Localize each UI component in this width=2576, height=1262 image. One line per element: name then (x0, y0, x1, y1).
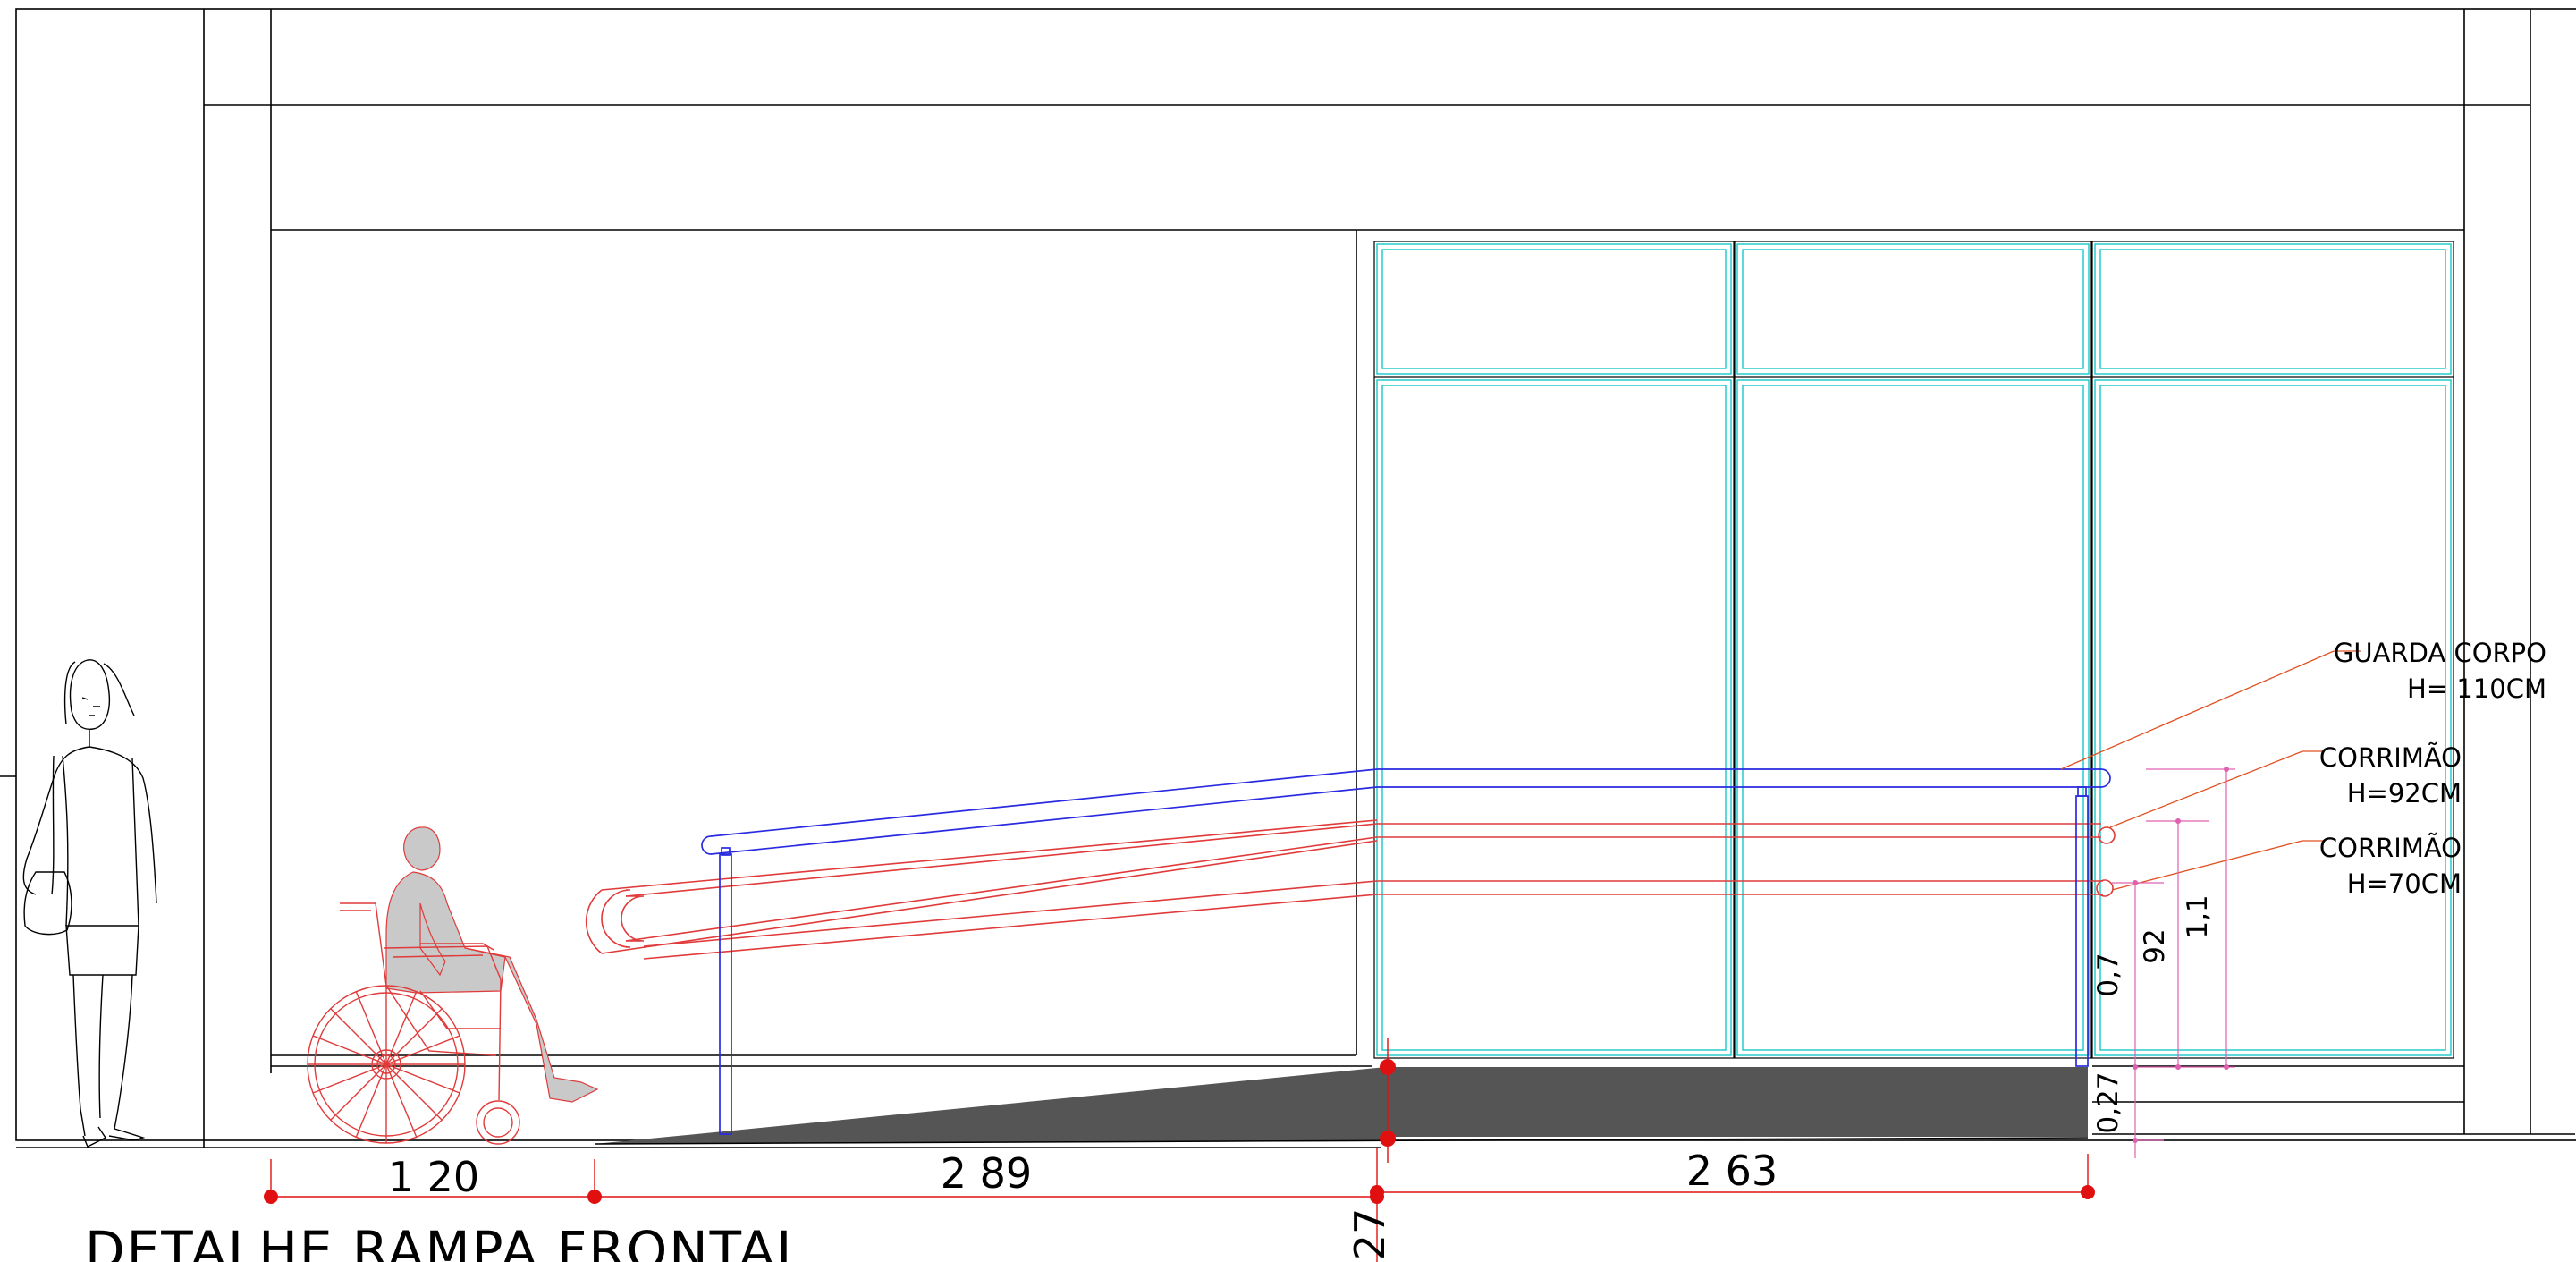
glass-panel (1736, 243, 2090, 375)
ramp-slope (595, 1067, 1386, 1144)
standing-woman-figure (22, 659, 157, 1148)
guardrail-post (719, 853, 732, 1135)
dim-0-7: 0,7 (2092, 953, 2124, 996)
glass-panel (2094, 379, 2452, 1056)
glass-panel (1736, 379, 2090, 1056)
glass-panel (1376, 243, 1732, 375)
height-guides (2112, 768, 2235, 1158)
guardrail (701, 768, 2111, 1135)
guardrail-height-label: H= 110CM (2407, 673, 2546, 704)
glass-panel (2094, 243, 2452, 375)
handrails (585, 819, 2116, 960)
ramp (594, 1067, 2089, 1145)
handrail-upper-height-label: H=92CM (2347, 778, 2462, 809)
handrail-lower-height-label: H=70CM (2347, 868, 2462, 899)
dim-27: 27 (1346, 1208, 1394, 1261)
handrail-lower-label: CORRIMÃO (2319, 833, 2462, 863)
drawing-title: DETALHE RAMPA FRONTAL (85, 1220, 807, 1262)
ramp-landing (1386, 1067, 2088, 1137)
guardrail-label: GUARDA CORPO (2334, 638, 2546, 668)
dim-2-63: 2 63 (1686, 1147, 1778, 1195)
dim-0-27: 0,27 (2092, 1071, 2124, 1133)
wheelchair-user-figure (307, 826, 599, 1145)
handrail-upper-label: CORRIMÃO (2319, 742, 2462, 773)
wheelchair-caster (476, 1100, 520, 1145)
dimension-ticks (264, 1059, 2095, 1204)
annotation-leaders (2060, 650, 2361, 891)
glass-panels (1376, 243, 2452, 1056)
dim-1-20: 1 20 (388, 1153, 479, 1201)
glass-panel (1376, 379, 1732, 1056)
dim-1-1: 1,1 (2182, 894, 2214, 938)
dim-92: 92 (2139, 928, 2171, 963)
dim-2-89: 2 89 (941, 1149, 1032, 1198)
